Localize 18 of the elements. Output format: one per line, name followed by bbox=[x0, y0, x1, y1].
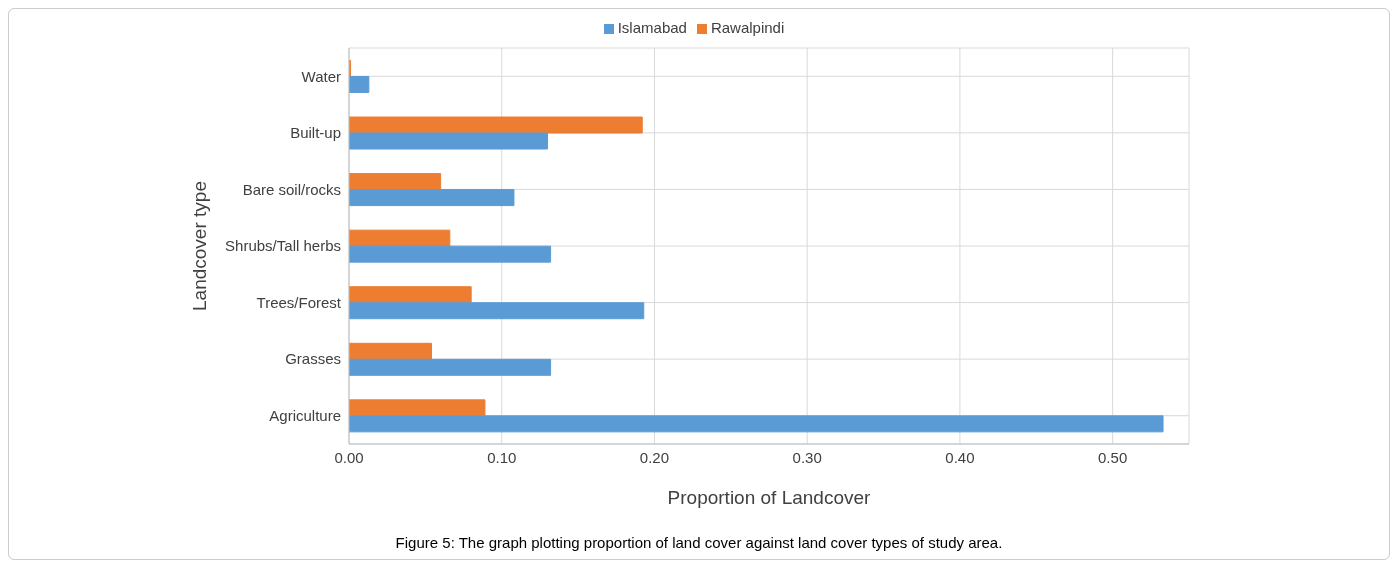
x-tick-label: 0.50 bbox=[1098, 448, 1128, 466]
legend-label: Rawalpindi bbox=[710, 19, 785, 36]
x-tick-label: 0.30 bbox=[792, 448, 822, 466]
legend-label: Islamabad bbox=[617, 19, 687, 36]
x-tick-label: 0.00 bbox=[334, 448, 364, 466]
y-tick-label: Built-up bbox=[290, 124, 341, 142]
y-tick-label: Water bbox=[301, 67, 341, 85]
y-axis-title: Landcover type bbox=[188, 181, 210, 311]
x-axis-title: Proportion of Landcover bbox=[667, 487, 872, 508]
x-tick-label: 0.10 bbox=[487, 448, 517, 466]
x-tick-label: 0.40 bbox=[945, 448, 975, 466]
y-tick-label: Trees/Forest bbox=[256, 293, 342, 311]
y-tick-label: Agriculture bbox=[269, 407, 341, 425]
y-tick-label: Grasses bbox=[285, 350, 341, 368]
caption: Figure 5: The graph plotting proportion of land cover against land cover types of study area. bbox=[394, 534, 1004, 553]
y-tick-label: Bare soil/rocks bbox=[242, 180, 341, 198]
x-tick-label: 0.20 bbox=[639, 448, 670, 466]
y-tick-label: Shrubs/Tall herbs bbox=[225, 237, 341, 255]
